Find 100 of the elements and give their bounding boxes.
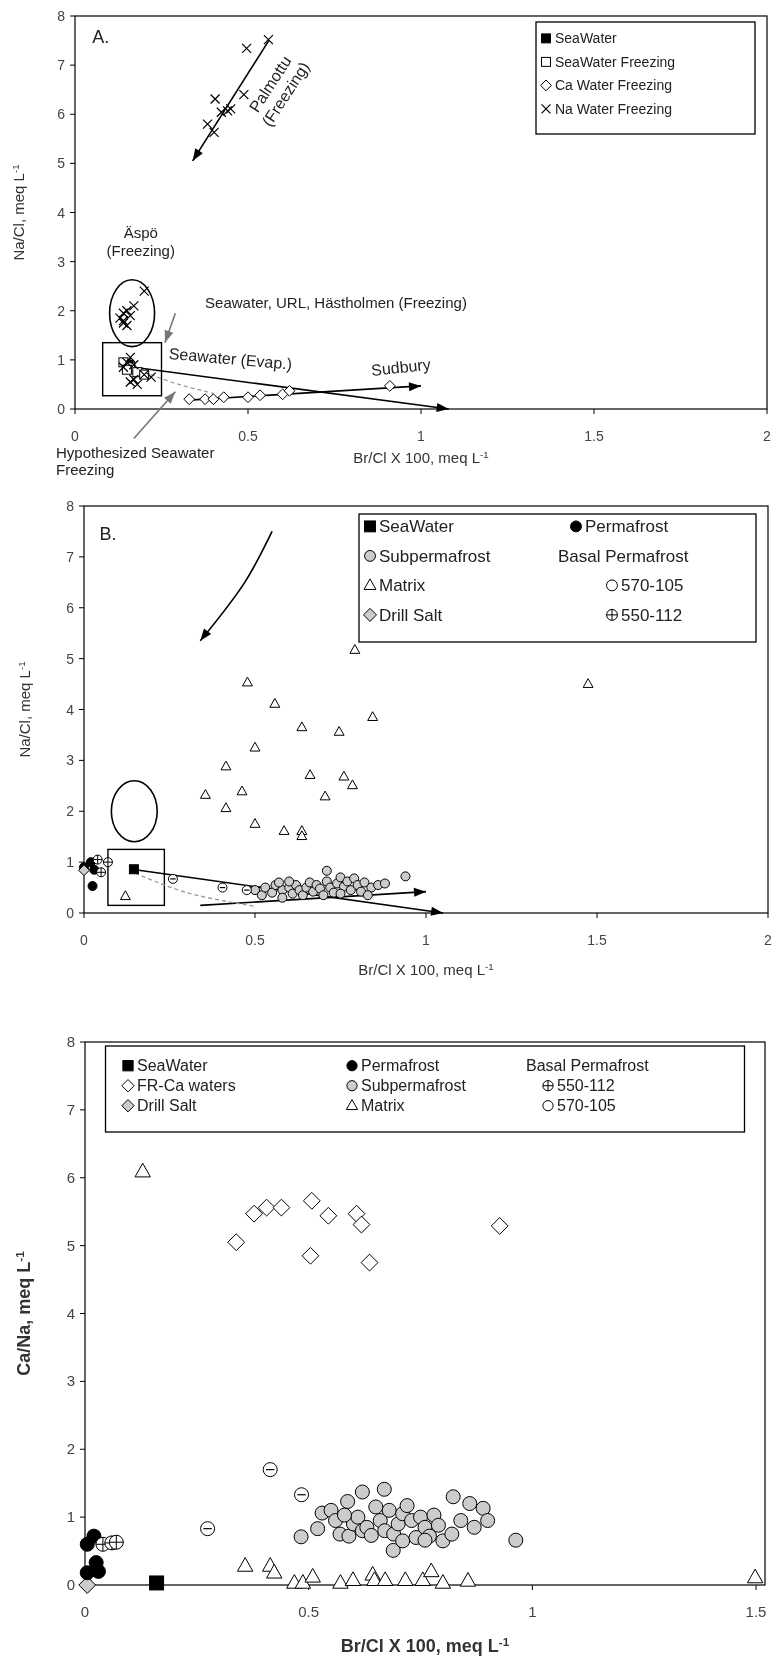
- legend-label: Subpermafrost: [361, 1077, 467, 1094]
- annotation: B.: [99, 524, 117, 545]
- point: [582, 678, 594, 688]
- point: [220, 802, 232, 813]
- point: [278, 825, 290, 835]
- point: [362, 890, 373, 901]
- point: [139, 286, 150, 297]
- point: [260, 882, 271, 893]
- point: [379, 878, 390, 889]
- point: [399, 1498, 415, 1514]
- point: [217, 882, 228, 893]
- legend-label: Drill Salt: [379, 605, 443, 625]
- point: [183, 393, 196, 406]
- point: [400, 871, 411, 882]
- y-tick-label: 3: [57, 253, 66, 270]
- point: [302, 1191, 321, 1210]
- y-tick-label: 4: [57, 204, 66, 221]
- point: [242, 676, 253, 687]
- point: [423, 1562, 440, 1578]
- y-tick-label: 4: [66, 1304, 75, 1322]
- point: [128, 864, 139, 875]
- point: [296, 830, 308, 841]
- point: [87, 881, 98, 892]
- point: [254, 389, 267, 402]
- point: [341, 1528, 357, 1544]
- point: [508, 1532, 524, 1548]
- x-tick-label: 0: [80, 932, 89, 948]
- y-tick-label: 2: [66, 803, 75, 820]
- point: [397, 1571, 414, 1586]
- legend-label: FR-Ca waters: [137, 1077, 236, 1094]
- point: [266, 1563, 283, 1579]
- point: [208, 127, 220, 138]
- y-tick-label: 3: [66, 1372, 75, 1390]
- legend-label: 570-105: [557, 1097, 616, 1114]
- legend-title: Basal Permafrost: [558, 546, 689, 566]
- point: [78, 864, 90, 877]
- point: [376, 1571, 394, 1586]
- point: [349, 644, 361, 654]
- point: [310, 1521, 326, 1537]
- y-tick-label: 8: [66, 1033, 75, 1050]
- legend-label: Permafrost: [585, 517, 669, 536]
- y-tick-label: 3: [66, 752, 75, 769]
- point: [245, 1204, 264, 1223]
- point: [283, 384, 296, 397]
- point: [381, 1502, 397, 1518]
- point: [249, 741, 261, 752]
- text: Hypothesized Seawater Freezing: [55, 444, 215, 479]
- point: [354, 1484, 370, 1500]
- point: [395, 1533, 411, 1549]
- point: [134, 1162, 151, 1178]
- annotation: Sudbury: [370, 355, 432, 379]
- point: [385, 1542, 401, 1558]
- point: [319, 1206, 338, 1225]
- x-axis-title: Br/Cl X 100, meq L$^{-1}$: [358, 960, 494, 978]
- point: [417, 1532, 433, 1548]
- x-tick-label: 1: [417, 428, 426, 444]
- legend-label: Subpermafrost: [379, 546, 491, 566]
- point: [475, 1500, 491, 1516]
- point: [119, 890, 131, 901]
- x-tick-label: 1.5: [745, 1603, 767, 1620]
- legend-label: SeaWater: [555, 30, 618, 46]
- y-tick-label: 5: [66, 650, 75, 667]
- legend-label: SeaWater: [379, 517, 455, 536]
- x-tick-label: 0.5: [298, 1603, 320, 1620]
- y-tick-label: 2: [57, 302, 66, 319]
- y-tick-label: 6: [66, 1168, 75, 1186]
- annotation: Seawater (Evap.): [168, 344, 293, 373]
- point: [466, 1519, 482, 1535]
- legend-label: Na Water Freezing: [555, 100, 672, 117]
- y-tick-label: 7: [66, 548, 75, 565]
- y-tick-label: 0: [66, 1576, 75, 1593]
- point: [238, 89, 249, 100]
- y-tick-label: 0: [57, 401, 66, 417]
- y-tick-label: 2: [66, 1440, 75, 1458]
- point: [414, 1571, 431, 1586]
- y-tick-label: 1: [66, 1508, 75, 1526]
- point: [304, 769, 316, 779]
- point: [459, 1572, 477, 1587]
- annotation: Äspö (Freezing): [106, 224, 175, 259]
- point: [319, 790, 331, 801]
- point: [241, 43, 252, 54]
- point: [367, 711, 379, 722]
- point: [276, 388, 289, 401]
- point: [444, 1526, 460, 1542]
- point: [199, 789, 211, 799]
- y-tick-label: 5: [66, 1236, 75, 1254]
- point: [360, 1253, 379, 1272]
- point: [149, 1575, 165, 1591]
- point: [347, 779, 358, 790]
- point: [256, 890, 267, 901]
- point: [220, 760, 232, 771]
- point: [368, 1499, 384, 1515]
- point: [128, 300, 139, 311]
- point: [293, 1529, 309, 1545]
- point: [490, 1217, 509, 1235]
- point: [480, 1513, 496, 1529]
- point: [294, 1574, 312, 1589]
- legend-label: 550-112: [621, 605, 683, 625]
- legend-label: Ca Water Freezing: [555, 77, 672, 93]
- point: [336, 1507, 352, 1523]
